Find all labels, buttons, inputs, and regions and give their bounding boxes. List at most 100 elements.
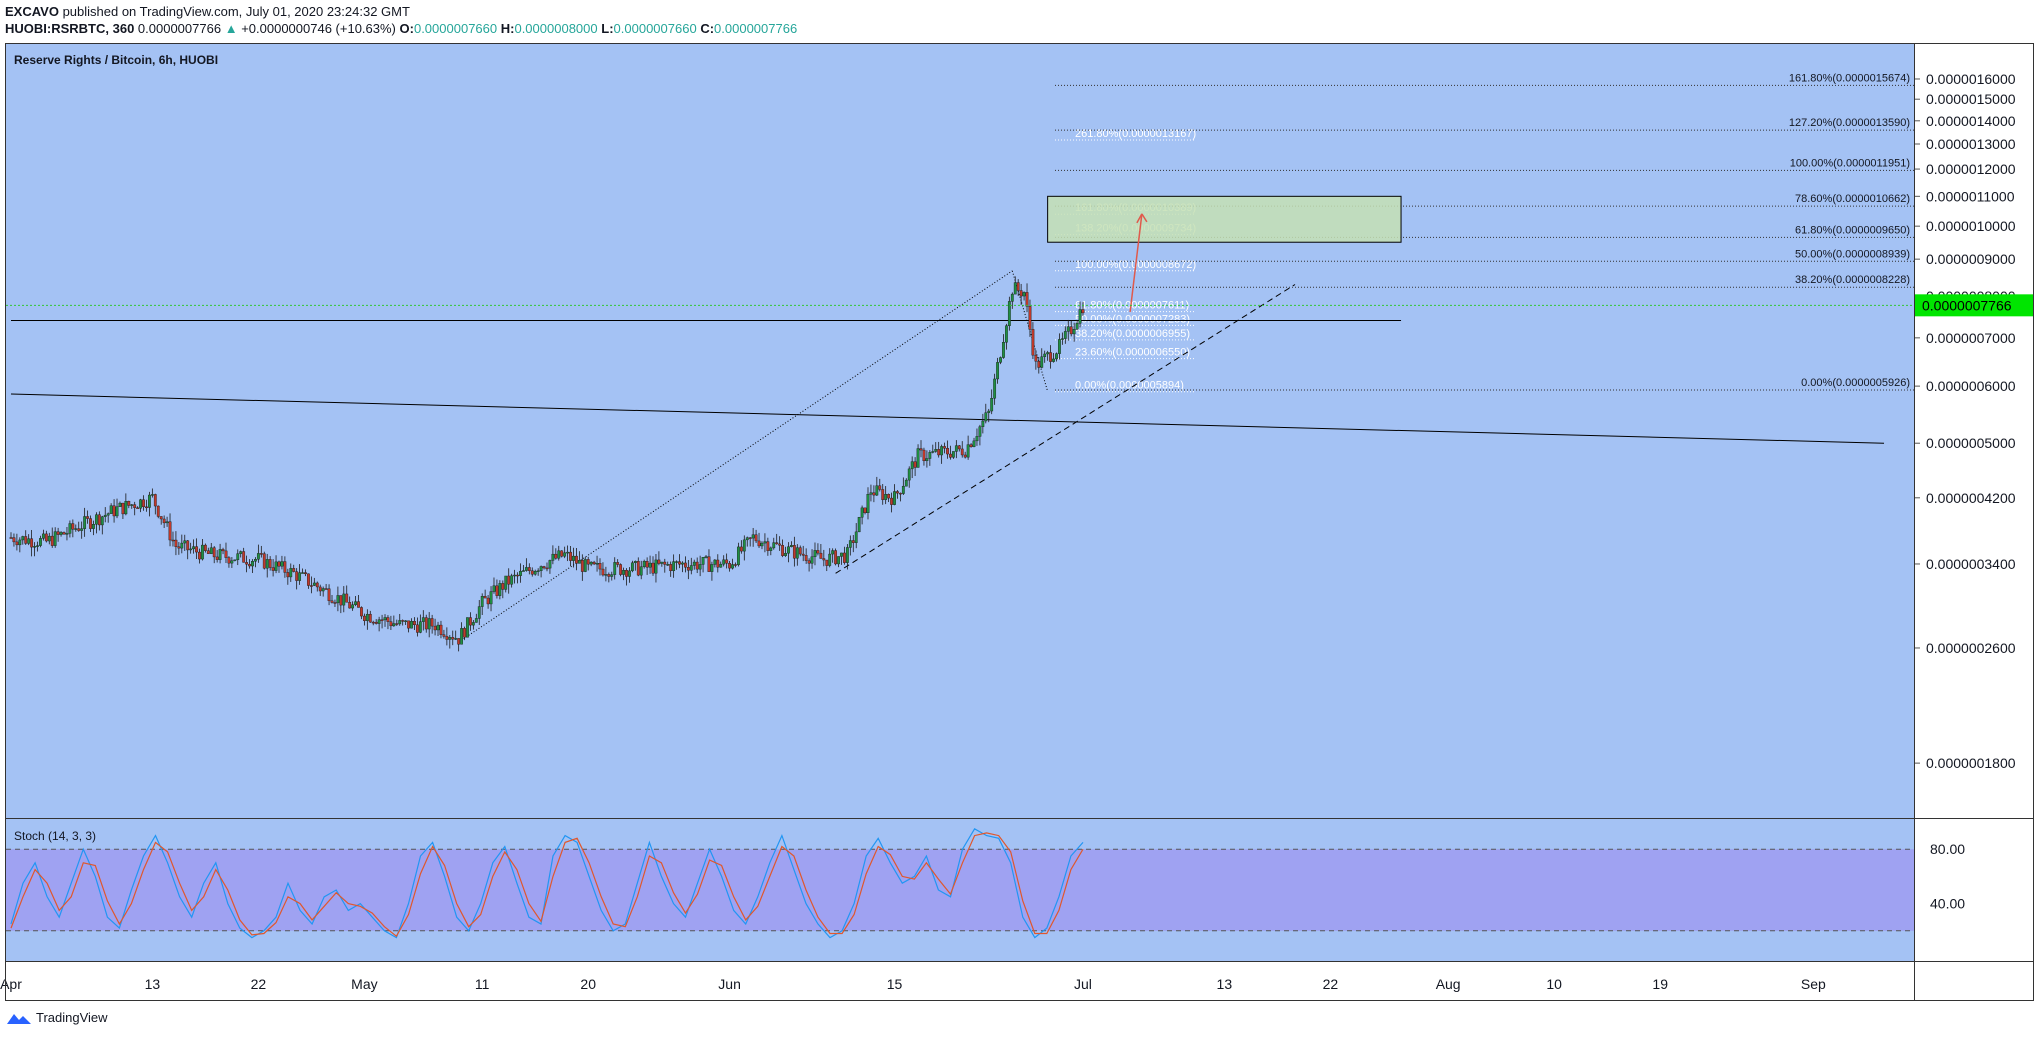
candle-body <box>1028 306 1032 330</box>
candle-body <box>934 449 938 452</box>
candle-body <box>816 550 820 554</box>
candle-body <box>569 551 572 561</box>
candle-body <box>725 559 729 564</box>
candle-body <box>357 601 360 608</box>
candle-body <box>100 516 104 526</box>
candle-body <box>333 602 337 604</box>
candle-body <box>83 516 87 529</box>
last-price-badge <box>1915 294 2033 317</box>
price-tick-label: 0.0000003400 <box>1926 556 2016 572</box>
fib-retracement-label: 23.60%(0.0000006550) <box>1075 347 1190 359</box>
candle-body <box>492 585 496 592</box>
candle-body <box>433 625 437 631</box>
candle-body <box>224 550 228 558</box>
candle-body <box>1010 293 1014 302</box>
candle-body <box>321 588 325 592</box>
candle-body <box>1007 301 1011 326</box>
candle-body <box>245 562 248 565</box>
candle-body <box>695 561 699 570</box>
candle-body <box>227 557 231 564</box>
candle-body <box>413 621 416 626</box>
candle-body <box>251 561 254 567</box>
trend-line <box>458 270 1013 643</box>
candle-body <box>1025 292 1029 307</box>
time-tick-label: May <box>351 976 377 992</box>
candle-body <box>1060 338 1064 340</box>
candle-body <box>583 559 587 572</box>
candle-body <box>519 570 522 576</box>
time-tick-label: 22 <box>251 976 267 992</box>
trend-lines-group <box>10 213 1885 643</box>
candle-body <box>630 562 634 572</box>
candle-body <box>692 561 696 566</box>
price-tick-label: 0.0000014000 <box>1926 113 2016 129</box>
frame-group <box>5 43 2034 1001</box>
candle-body <box>427 618 431 630</box>
candle-body <box>280 561 284 567</box>
candle-body <box>731 564 734 569</box>
stoch-tick-label: 40.00 <box>1930 896 1965 912</box>
candle-body <box>363 615 366 621</box>
candle-body <box>30 538 34 548</box>
time-tick-label: Aug <box>1436 976 1461 992</box>
candle-body <box>86 516 89 519</box>
time-tick-label: 22 <box>1323 976 1339 992</box>
candle-body <box>92 524 95 529</box>
candle-body <box>848 540 852 548</box>
main-pane[interactable] <box>6 44 1914 818</box>
price-tick-label: 0.0000016000 <box>1926 71 2016 87</box>
candle-body <box>106 513 110 516</box>
candle-body <box>1072 329 1076 335</box>
candle-body <box>601 568 605 576</box>
candle-body <box>1043 353 1047 357</box>
candle-body <box>392 623 396 627</box>
candle-body <box>893 491 896 505</box>
price-change: +0.0000000746 (+10.63%) <box>241 21 396 36</box>
candle-body <box>209 547 213 554</box>
candle-body <box>47 535 51 542</box>
time-axis-bg <box>6 962 1914 1000</box>
candle-body <box>769 547 773 551</box>
candle-body <box>560 550 564 557</box>
price-axis-bg <box>1915 44 2035 1000</box>
candle-body <box>572 555 575 561</box>
candle-body <box>869 492 873 495</box>
quote-line: HUOBI:RSRBTC, 360 0.0000007766 ▲ +0.0000… <box>5 20 797 37</box>
price-tick-label: 0.0000006000 <box>1926 378 2016 394</box>
author-name[interactable]: EXCAVO <box>5 4 59 19</box>
candle-body <box>760 542 764 547</box>
chart-header: EXCAVO published on TradingView.com, Jul… <box>5 3 797 37</box>
candle-body <box>866 494 870 514</box>
candle-body <box>230 560 234 564</box>
candle-body <box>1078 309 1082 324</box>
candle-body <box>940 446 944 456</box>
candle-body <box>566 551 570 554</box>
candle-body <box>62 532 66 535</box>
candle-body <box>592 561 596 565</box>
trend-line <box>835 284 1296 574</box>
candle-body <box>787 546 790 554</box>
candle-body <box>15 541 19 546</box>
candle-body <box>548 560 552 569</box>
footer-brand[interactable]: TradingView <box>36 1010 108 1025</box>
candle-body <box>716 559 720 568</box>
candle-body <box>792 545 796 559</box>
candle-body <box>957 445 961 450</box>
candle-body <box>410 621 413 629</box>
time-tick-label: Apr <box>0 976 22 992</box>
candle-body <box>336 595 340 604</box>
candle-body <box>648 562 652 568</box>
low-value: 0.0000007660 <box>613 21 697 36</box>
candle-body <box>89 518 92 529</box>
candle-body <box>109 505 113 514</box>
candle-body <box>898 492 902 495</box>
fib-extension-label: 38.20%(0.0000008228) <box>1795 274 1910 286</box>
chart-area[interactable]: 0.00%(0.0000005894) 23.60%(0.0000006550) 3… <box>0 0 2041 1008</box>
candle-body <box>522 570 525 572</box>
candle-body <box>115 506 119 517</box>
candle-body <box>360 607 363 617</box>
candle-body <box>504 575 508 590</box>
time-tick-label: Sep <box>1801 976 1826 992</box>
price-tick-label: 0.0000010000 <box>1926 218 2016 234</box>
time-tick-label: 20 <box>580 976 596 992</box>
